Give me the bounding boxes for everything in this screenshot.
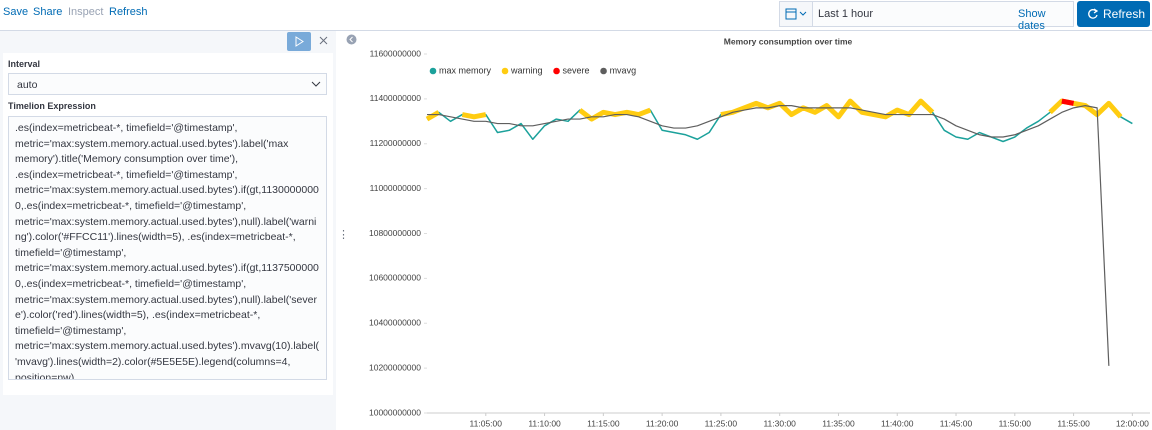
legend-swatch — [553, 67, 560, 75]
y-tick-label: 10800000000 — [369, 228, 421, 238]
x-tick-label: 11:55:00 — [1057, 418, 1090, 428]
y-tick-label: 10000000000 — [369, 407, 421, 417]
y-tick-label: 11400000000 — [370, 93, 422, 103]
calendar-icon — [785, 8, 807, 20]
x-tick-label: 11:50:00 — [999, 418, 1032, 428]
share-link[interactable]: Share — [33, 6, 63, 18]
y-tick-label: 10600000000 — [369, 273, 421, 283]
legend-swatch — [600, 67, 607, 75]
interval-value: auto — [17, 79, 38, 91]
chart-title: Memory consumption over time — [724, 36, 853, 46]
x-tick-label: 11:05:00 — [470, 418, 503, 428]
y-tick-label: 11000000000 — [370, 183, 422, 193]
series-line — [427, 105, 1110, 366]
interval-label: Interval — [8, 59, 41, 69]
legend-swatch — [501, 67, 509, 75]
legend-label: warning — [510, 65, 543, 75]
x-tick-label: 11:20:00 — [646, 418, 679, 428]
x-tick-label: 11:40:00 — [881, 418, 914, 428]
chart: Memory consumption over time 10000000000… — [369, 36, 1150, 428]
x-tick-label: 12:00:00 — [1116, 418, 1149, 428]
y-tick-label: 10200000000 — [369, 362, 421, 372]
show-dates[interactable]: Show dates — [1018, 8, 1046, 32]
legend-swatch — [429, 67, 437, 75]
x-tick-label: 11:45:00 — [940, 418, 973, 428]
y-tick-label: 11200000000 — [370, 138, 422, 148]
x-tick-label: 11:30:00 — [763, 418, 796, 428]
legend-label: mvavg — [610, 65, 637, 75]
refresh-label: Refresh — [1103, 7, 1146, 21]
series-line — [426, 100, 1133, 143]
top-bar — [0, 0, 1152, 31]
save-link[interactable]: Save — [3, 6, 29, 18]
time-range: Last 1 hour — [818, 8, 874, 20]
series-line — [1062, 101, 1109, 103]
series-line — [425, 98, 1123, 122]
y-tick-label: 10400000000 — [369, 318, 421, 328]
expression-label: Timelion Expression — [8, 101, 96, 111]
time-picker[interactable]: Last 1 hour Show dates — [779, 1, 1074, 32]
play-icon — [295, 36, 304, 47]
refresh-icon — [1088, 8, 1099, 19]
x-tick-label: 11:35:00 — [822, 418, 855, 428]
refresh-button[interactable]: Refresh — [1077, 1, 1150, 27]
y-tick-label: 11600000000 — [370, 48, 422, 58]
legend-label: max memory — [439, 65, 492, 75]
inspect-link[interactable]: Inspect — [68, 6, 104, 18]
refresh-link[interactable]: Refresh — [109, 6, 148, 18]
x-tick-label: 11:15:00 — [587, 418, 620, 428]
expression-input[interactable]: .es(index=metricbeat-*, timefield='@time… — [8, 116, 327, 380]
x-tick-label: 11:10:00 — [528, 418, 561, 428]
chevron — [311, 81, 321, 87]
legend-label: severe — [563, 65, 590, 75]
calendar-button[interactable] — [780, 2, 813, 26]
resize-handle[interactable]: ⋮ — [338, 229, 349, 241]
close-icon[interactable] — [318, 35, 330, 47]
run-button[interactable] — [287, 32, 311, 51]
x-tick-label: 11:25:00 — [705, 418, 738, 428]
interval-select[interactable]: auto — [8, 73, 327, 95]
collapse-icon[interactable] — [346, 34, 357, 45]
